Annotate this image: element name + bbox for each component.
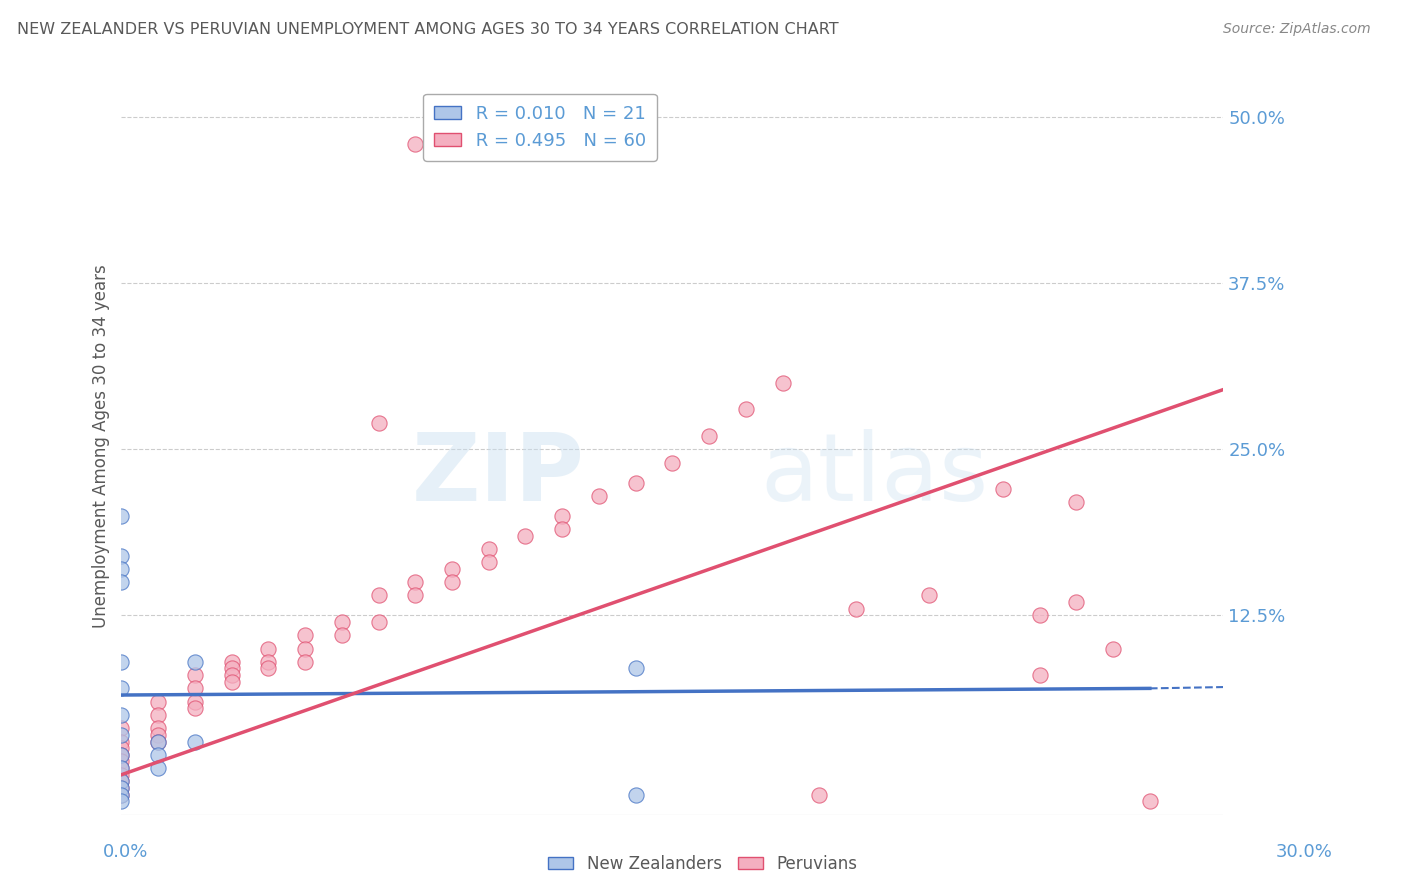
Point xyxy=(624,475,647,490)
Legend: New Zealanders, Peruvians: New Zealanders, Peruvians xyxy=(541,848,865,880)
Point xyxy=(110,721,132,735)
Point xyxy=(110,741,132,756)
Point xyxy=(697,429,720,443)
Point xyxy=(1066,595,1088,609)
Point xyxy=(110,549,132,563)
Point xyxy=(110,747,132,762)
Point xyxy=(146,708,169,723)
Point xyxy=(551,508,574,523)
Point xyxy=(478,541,501,556)
Point xyxy=(184,734,207,748)
Text: Source: ZipAtlas.com: Source: ZipAtlas.com xyxy=(1223,22,1371,37)
Point xyxy=(110,788,132,802)
Text: NEW ZEALANDER VS PERUVIAN UNEMPLOYMENT AMONG AGES 30 TO 34 YEARS CORRELATION CHA: NEW ZEALANDER VS PERUVIAN UNEMPLOYMENT A… xyxy=(17,22,838,37)
Point xyxy=(221,655,243,669)
Point xyxy=(257,661,280,675)
Point xyxy=(404,136,426,151)
Point xyxy=(624,661,647,675)
Point xyxy=(221,674,243,689)
Point xyxy=(110,655,132,669)
Text: 0.0%: 0.0% xyxy=(103,843,148,861)
Point xyxy=(845,601,868,615)
Point xyxy=(110,681,132,696)
Point xyxy=(110,728,132,742)
Point xyxy=(146,734,169,748)
Point xyxy=(404,575,426,590)
Point xyxy=(440,575,463,590)
Point xyxy=(1102,641,1125,656)
Point xyxy=(146,761,169,775)
Point xyxy=(1028,668,1050,682)
Point xyxy=(551,522,574,536)
Point xyxy=(110,794,132,808)
Point xyxy=(221,661,243,675)
Point xyxy=(918,589,941,603)
Point xyxy=(110,575,132,590)
Point xyxy=(146,721,169,735)
Point xyxy=(367,589,389,603)
Point xyxy=(221,668,243,682)
Point xyxy=(515,529,537,543)
Point xyxy=(110,774,132,789)
Point xyxy=(110,780,132,795)
Point xyxy=(184,701,207,715)
Point xyxy=(1066,495,1088,509)
Point xyxy=(257,655,280,669)
Point xyxy=(146,747,169,762)
Point xyxy=(110,508,132,523)
Point xyxy=(110,747,132,762)
Point xyxy=(110,761,132,775)
Point xyxy=(146,734,169,748)
Point xyxy=(184,695,207,709)
Point xyxy=(330,615,353,629)
Text: ZIP: ZIP xyxy=(412,429,585,522)
Point xyxy=(367,416,389,430)
Point xyxy=(772,376,794,390)
Point xyxy=(257,641,280,656)
Point xyxy=(991,482,1014,496)
Point xyxy=(294,655,316,669)
Legend:  R = 0.010   N = 21,  R = 0.495   N = 60: R = 0.010 N = 21, R = 0.495 N = 60 xyxy=(423,94,657,161)
Point xyxy=(588,489,610,503)
Point xyxy=(110,768,132,782)
Point xyxy=(294,641,316,656)
Y-axis label: Unemployment Among Ages 30 to 34 years: Unemployment Among Ages 30 to 34 years xyxy=(93,264,110,628)
Point xyxy=(1028,608,1050,623)
Text: 30.0%: 30.0% xyxy=(1277,843,1333,861)
Point xyxy=(734,402,756,417)
Point xyxy=(478,555,501,569)
Text: atlas: atlas xyxy=(761,429,988,522)
Point xyxy=(1139,794,1161,808)
Point xyxy=(110,562,132,576)
Point xyxy=(184,668,207,682)
Point xyxy=(110,708,132,723)
Point xyxy=(110,755,132,769)
Point xyxy=(367,615,389,629)
Point xyxy=(110,761,132,775)
Point xyxy=(661,456,683,470)
Point xyxy=(110,734,132,748)
Point xyxy=(184,655,207,669)
Point xyxy=(184,681,207,696)
Point xyxy=(110,774,132,789)
Point xyxy=(294,628,316,642)
Point xyxy=(404,589,426,603)
Point xyxy=(110,780,132,795)
Point xyxy=(110,788,132,802)
Point xyxy=(146,728,169,742)
Point xyxy=(808,788,831,802)
Point xyxy=(330,628,353,642)
Point xyxy=(440,562,463,576)
Point xyxy=(146,695,169,709)
Point xyxy=(624,788,647,802)
